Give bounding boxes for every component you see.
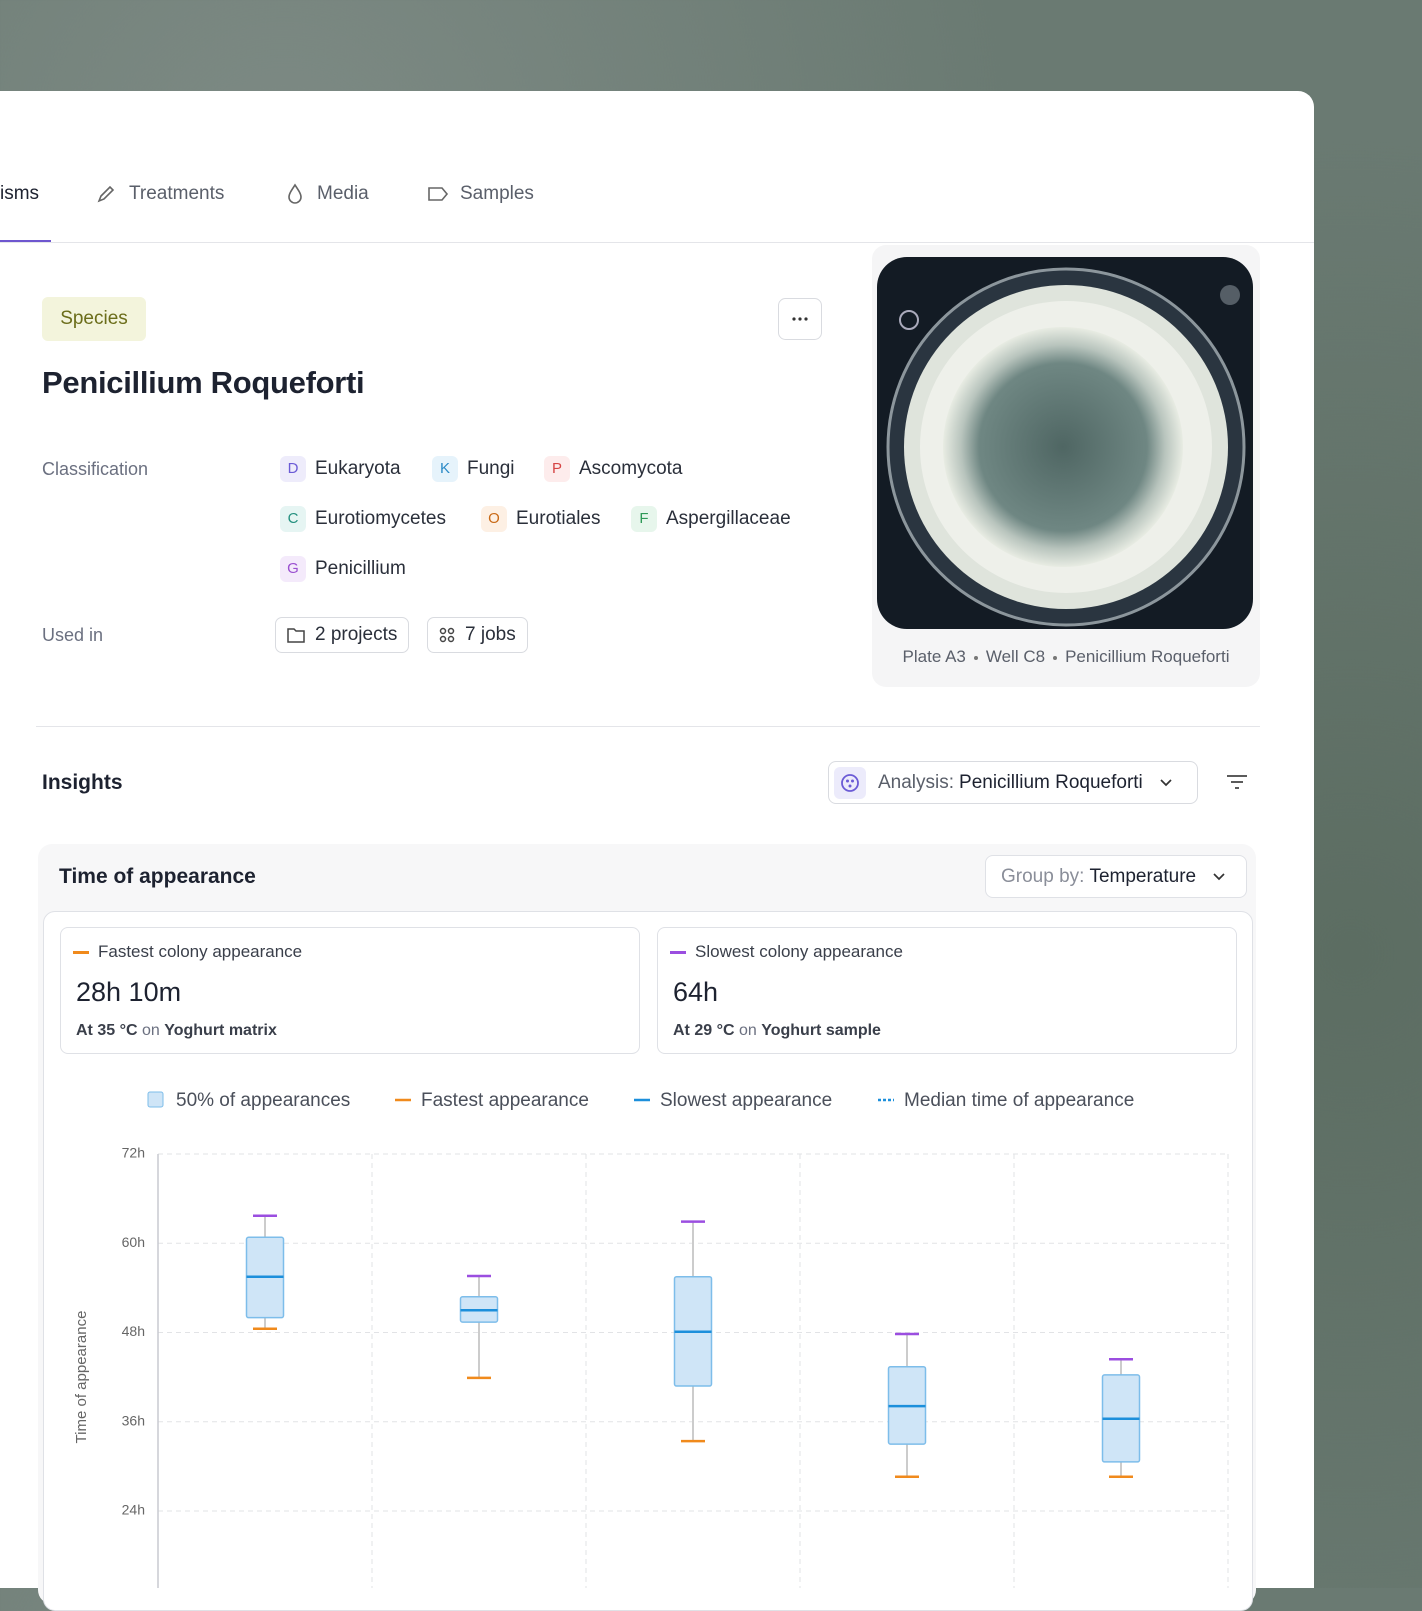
stat-card: Slowest colony appearance 64h At 29 °C on … — [657, 927, 1237, 1054]
tab[interactable]: Treatments — [129, 183, 225, 204]
stat-condition: At 29 °C — [673, 1022, 735, 1039]
separator — [1053, 655, 1058, 660]
tab-icon — [428, 187, 449, 201]
species-title: Penicillium Roqueforti — [42, 365, 365, 400]
divider — [36, 726, 1260, 727]
classification-chip: C Eurotiomycetes — [280, 505, 446, 533]
button-text: 2 projects — [315, 624, 398, 645]
jobs-icon — [439, 627, 455, 643]
stat-swatch — [670, 951, 686, 954]
jobs-button[interactable]: 7 jobs — [427, 617, 528, 653]
stat-condition: At 35 °C — [76, 1022, 138, 1039]
tab[interactable]: isms — [0, 183, 40, 204]
analysis-icon — [834, 766, 866, 799]
tab-border — [0, 242, 1314, 243]
button-text: 7 jobs — [465, 624, 516, 645]
y-axis-label: Time of appearance — [73, 1311, 90, 1444]
tab[interactable]: Media — [317, 183, 369, 204]
chip-letter: P — [544, 456, 570, 482]
chevron — [1160, 778, 1172, 786]
y-tick-label: 24h — [122, 1502, 145, 1518]
y-tick-label: 72h — [122, 1145, 145, 1161]
filter-button[interactable] — [1226, 773, 1248, 791]
classification-chip: O Eurotiales — [481, 505, 601, 533]
species-badge: Species — [42, 297, 146, 341]
chip-letter: F — [631, 506, 657, 532]
folder-icon — [287, 628, 305, 643]
tab-icon — [288, 183, 302, 204]
analysis-value: Penicillium Roqueforti — [959, 771, 1143, 793]
legend-label: 50% of appearances — [176, 1090, 350, 1111]
image-caption: Plate A3 Well C8 Penicillium Roqueforti — [872, 644, 1260, 670]
legend-label: Fastest appearance — [421, 1090, 589, 1111]
classification-chip: P Ascomycota — [544, 455, 682, 483]
y-tick-label: 36h — [122, 1412, 145, 1428]
analysis-label: Analysis: — [878, 771, 955, 793]
stat-sample: Yoghurt sample — [761, 1022, 881, 1039]
classification-chip: F Aspergillaceae — [631, 505, 791, 533]
stat-connector: on — [738, 1022, 757, 1039]
group-value: Temperature — [1089, 865, 1197, 887]
stat-swatch — [73, 951, 89, 954]
analysis-dropdown[interactable]: Analysis: Penicillium Roqueforti — [828, 761, 1198, 804]
classification-label: Classification — [42, 459, 149, 479]
chip-letter: D — [280, 456, 306, 482]
chip-name: Fungi — [467, 458, 515, 479]
tab-indicator — [0, 240, 51, 243]
classification-chip: K Fungi — [432, 455, 515, 483]
stat-value: 64h — [673, 977, 719, 1007]
stat-detail: At 29 °C on Yoghurt sample — [673, 1019, 881, 1043]
chip-name: Eurotiomycetes — [315, 508, 446, 529]
chip-letter: G — [280, 556, 306, 582]
plate-image — [877, 257, 1253, 629]
legend-label: Slowest appearance — [660, 1090, 832, 1111]
caption-part: Well C8 — [985, 647, 1046, 666]
y-tick-label: 60h — [122, 1234, 145, 1250]
used-in-label: Used in — [42, 625, 104, 645]
y-tick-label: 48h — [122, 1323, 145, 1339]
panel-title: Time of appearance — [59, 865, 256, 888]
tab-icon — [97, 185, 115, 203]
chip-name: Eukaryota — [315, 458, 401, 479]
chip-name: Penicillium — [315, 558, 406, 579]
chip-letter: K — [432, 456, 458, 482]
group-label: Group by: — [1001, 865, 1085, 887]
legend-label: Median time of appearance — [904, 1090, 1134, 1111]
stat-label: Slowest colony appearance — [695, 942, 903, 961]
separator — [973, 655, 978, 660]
chip-letter: O — [481, 506, 507, 532]
projects-button[interactable]: 2 projects — [275, 617, 410, 653]
stat-sample: Yoghurt matrix — [164, 1022, 277, 1039]
legend-swatch — [147, 1091, 164, 1108]
group-dropdown[interactable]: Group by: Temperature — [985, 855, 1247, 898]
more-button[interactable] — [778, 298, 822, 340]
chevron — [1213, 872, 1225, 880]
chip-name: Eurotiales — [516, 508, 601, 529]
chip-name: Aspergillaceae — [666, 508, 791, 529]
chip-name: Ascomycota — [579, 458, 683, 479]
tab[interactable]: Samples — [460, 183, 534, 204]
classification-chip: D Eukaryota — [280, 455, 401, 483]
stat-detail: At 35 °C on Yoghurt matrix — [76, 1019, 277, 1043]
stat-value: 28h 10m — [76, 977, 182, 1007]
chip-letter: C — [280, 506, 306, 532]
caption-part: Plate A3 — [902, 647, 966, 666]
insights-title: Insights — [42, 771, 123, 794]
classification-chip: G Penicillium — [280, 555, 406, 583]
stat-card: Fastest colony appearance 28h 10m At 35 °C… — [60, 927, 640, 1054]
stat-connector: on — [141, 1022, 160, 1039]
stat-label: Fastest colony appearance — [98, 942, 303, 961]
caption-part: Penicillium Roqueforti — [1065, 647, 1230, 666]
